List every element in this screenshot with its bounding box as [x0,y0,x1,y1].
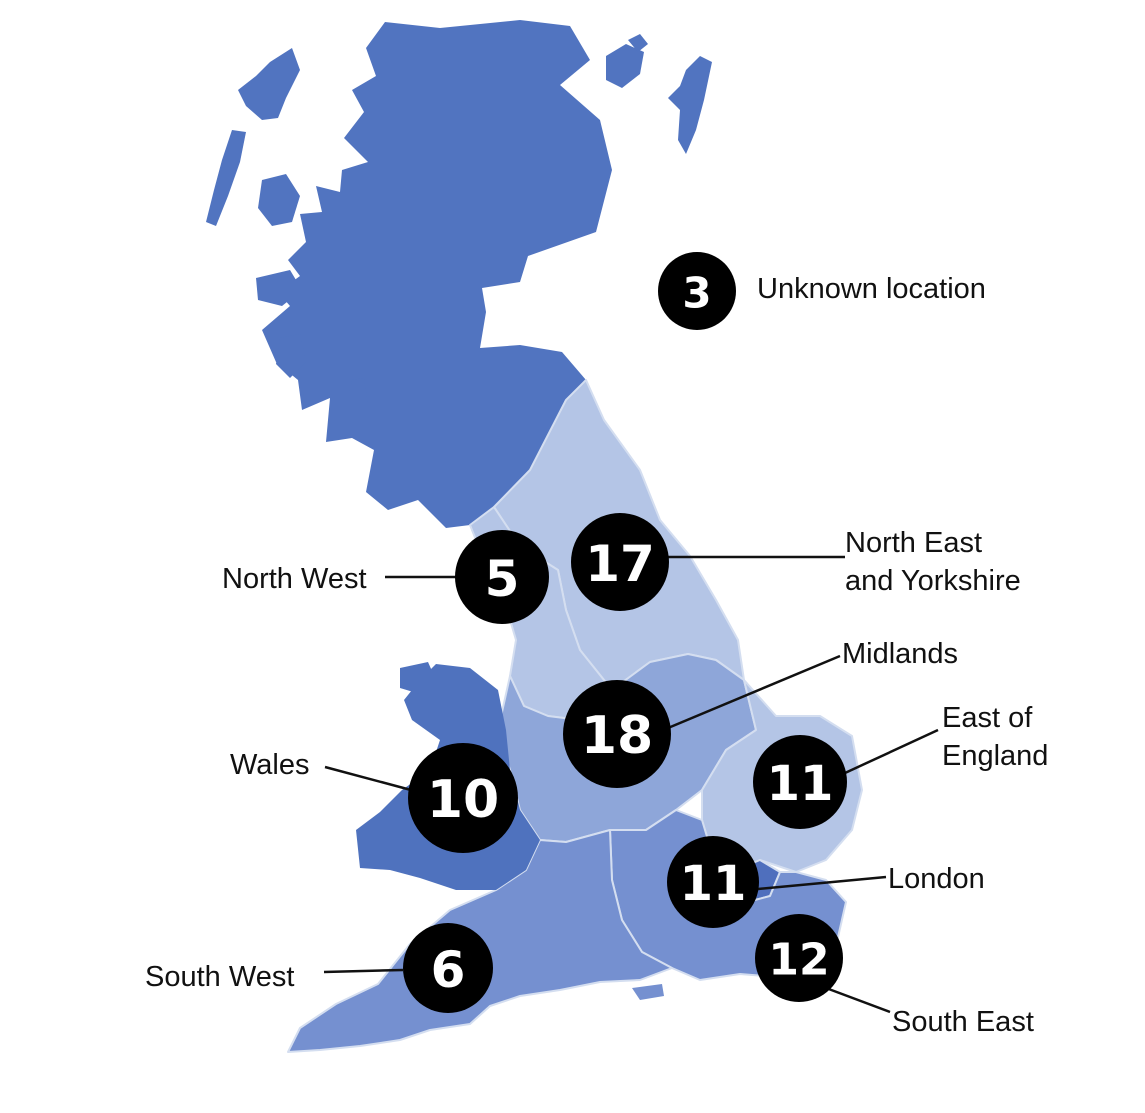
label-east-of-england-line1: East of [942,702,1033,734]
marker-circle [455,530,549,624]
marker-count: 18 [581,706,653,766]
marker-north-east: 17 [571,513,669,611]
label-east-of-england-line2: England [942,740,1048,772]
marker-count: 5 [485,550,520,608]
leader-south-west [323,968,404,974]
marker-south-east: 12 [755,914,843,1002]
scotland-hebrides-south [206,130,246,226]
marker-circle [755,914,843,1002]
marker-count: 10 [427,770,499,830]
marker-wales: 10 [408,743,518,853]
label-wales: Wales [230,749,310,781]
marker-circle [408,743,518,853]
scotland-orkney-north [628,34,648,52]
leader-lines [323,555,939,1014]
leader-london [757,875,887,891]
marker-count: 12 [768,935,829,986]
scotland-skye [258,174,300,226]
scotland-islay [276,334,306,378]
isle-of-wight [632,984,664,1000]
wales-anglesey [400,662,436,694]
scotland-arran [348,378,368,412]
marker-circle [571,513,669,611]
marker-circle [658,252,736,330]
marker-count: 6 [431,941,466,999]
marker-count: 3 [682,269,711,318]
label-midlands: Midlands [842,638,958,670]
marker-count: 11 [680,856,747,912]
marker-count: 17 [585,535,655,593]
label-north-east-line2: and Yorkshire [845,565,1021,597]
label-south-east: South East [892,1006,1034,1038]
leader-wales [324,765,412,792]
label-london: London [888,863,985,895]
marker-circle [753,735,847,829]
label-north-west: North West [222,563,367,595]
marker-east-of-england: 11 [753,735,847,829]
scotland-mull [256,270,302,306]
scotland-outer-hebrides [238,48,300,120]
label-south-west: South West [145,961,294,993]
scotland-shetland [668,56,712,154]
label-unknown-location: Unknown location [757,273,986,305]
marker-london: 11 [667,836,759,928]
scotland-mainland [262,20,612,528]
scotland-orkney [606,44,644,88]
marker-unknown: 3 [658,252,736,330]
marker-circle [403,923,493,1013]
leader-midlands [667,654,841,730]
label-north-east-line1: North East [845,527,982,559]
region-scotland [206,20,712,528]
marker-south-west: 6 [403,923,493,1013]
leader-south-east [825,986,891,1014]
marker-circle [667,836,759,928]
marker-count: 11 [767,756,834,812]
marker-circle [563,680,671,788]
marker-midlands: 18 [563,680,671,788]
marker-north-west: 5 [455,530,549,624]
leader-east-of-england [844,728,939,775]
